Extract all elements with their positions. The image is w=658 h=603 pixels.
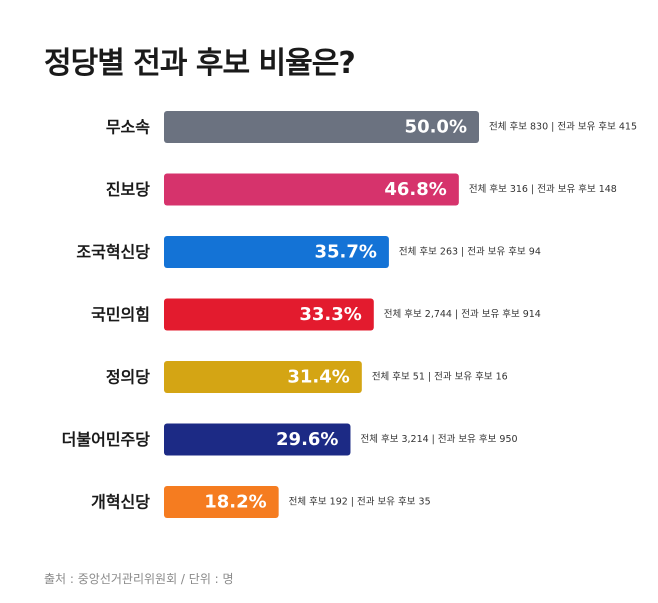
bar-annotation: 전체 후보 3,214 | 전과 보유 후보 950 (360, 434, 517, 445)
bar-annotation: 전체 후보 263 | 전과 보유 후보 94 (399, 247, 541, 258)
source-note: 출처 : 중앙선거관리위원회 / 단위 : 명 (44, 572, 234, 586)
value-label: 33.3% (299, 304, 361, 325)
value-label: 46.8% (384, 179, 446, 200)
value-label: 31.4% (287, 367, 349, 388)
category-label: 더불어민주당 (62, 430, 151, 449)
bar (164, 236, 389, 268)
value-label: 18.2% (204, 492, 266, 513)
value-label: 29.6% (276, 429, 338, 450)
bar (164, 486, 279, 518)
category-label: 정의당 (106, 368, 150, 387)
bar (164, 298, 374, 331)
category-label: 개혁신당 (91, 493, 150, 512)
category-label: 무소속 (106, 118, 150, 137)
bar (164, 361, 362, 393)
category-label: 조국혁신당 (76, 243, 150, 262)
chart-title: 정당별 전과 후보 비율은? (44, 46, 356, 81)
bar-annotation: 전체 후보 316 | 전과 보유 후보 148 (469, 184, 617, 195)
bar (164, 111, 479, 143)
bar-annotation: 전체 후보 192 | 전과 보유 후보 35 (289, 497, 431, 508)
category-label: 진보당 (106, 180, 150, 199)
bar-annotation: 전체 후보 830 | 전과 보유 후보 415 (489, 122, 637, 133)
bar (164, 173, 459, 206)
bar-annotation: 전체 후보 51 | 전과 보유 후보 16 (372, 372, 508, 383)
value-label: 35.7% (314, 242, 376, 263)
category-label: 국민의힘 (91, 305, 150, 324)
bar (164, 423, 351, 456)
value-label: 50.0% (405, 117, 467, 138)
bar-annotation: 전체 후보 2,744 | 전과 보유 후보 914 (384, 309, 541, 320)
